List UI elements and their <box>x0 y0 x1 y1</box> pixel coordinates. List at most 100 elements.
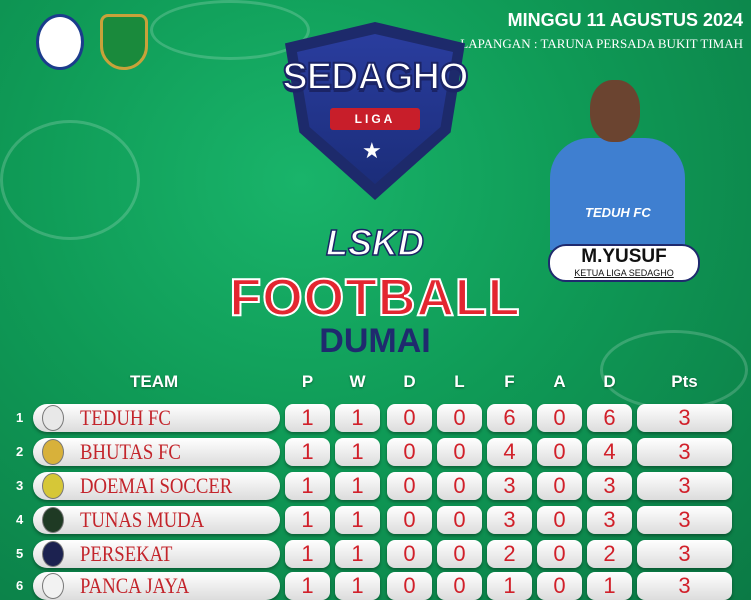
rank: 4 <box>16 512 24 527</box>
featured-role: KETUA LIGA SEDAGHO <box>574 268 674 278</box>
table-row: 5 PERSEKAT 1 1 0 0 2 0 2 3 <box>0 540 740 568</box>
stat-p: 1 <box>285 540 330 568</box>
table-row: 2 BHUTAS FC 1 1 0 0 4 0 4 3 <box>0 438 740 466</box>
stat-l: 0 <box>437 540 482 568</box>
stat-d: 0 <box>387 472 432 500</box>
team-logo-icon <box>42 439 64 465</box>
stat-l: 0 <box>437 438 482 466</box>
stat-d: 0 <box>387 506 432 534</box>
stat-f: 3 <box>487 506 532 534</box>
decor-wave <box>0 120 140 240</box>
column-header-f: F <box>504 372 515 391</box>
team-logo-icon <box>42 507 64 533</box>
league-logo-name: SEDAGHO <box>281 55 469 99</box>
rank: 3 <box>16 478 24 493</box>
stat-d: 1 <box>587 572 632 600</box>
stat-pts: 3 <box>637 438 732 466</box>
stat-pts: 3 <box>637 572 732 600</box>
rank: 1 <box>16 410 24 425</box>
rank: 6 <box>16 578 24 593</box>
stat-f: 6 <box>487 404 532 432</box>
match-venue: LAPANGAN : TARUNA PERSADA BUKIT TIMAH <box>460 36 743 51</box>
column-header-l: L <box>454 372 465 391</box>
team-pill <box>33 438 280 466</box>
team-name: PANCA JAYA <box>80 573 190 598</box>
team-pill <box>33 404 280 432</box>
pssi-emblem <box>36 14 84 70</box>
title-lskd: LSKD <box>325 221 425 264</box>
league-logo-sub: LIGA <box>330 108 420 130</box>
player-head <box>590 80 640 142</box>
team-name: BHUTAS FC <box>80 439 181 464</box>
stat-d: 3 <box>587 472 632 500</box>
jersey-text: TEDUH FC <box>585 205 651 220</box>
stat-a: 0 <box>537 472 582 500</box>
match-date: MINGGU 11 AGUSTUS 2024 <box>507 10 743 30</box>
stat-d: 0 <box>387 404 432 432</box>
column-header-pts: Pts <box>671 372 698 391</box>
stat-d: 0 <box>387 572 432 600</box>
team-logo-icon <box>42 573 64 599</box>
team-name: TUNAS MUDA <box>80 507 205 532</box>
stat-pts: 3 <box>637 472 732 500</box>
column-header-team: TEAM <box>130 372 179 391</box>
title-dumai: DUMAI <box>319 322 431 360</box>
stat-f: 2 <box>487 540 532 568</box>
stat-pts: 3 <box>637 404 732 432</box>
stat-d: 0 <box>387 540 432 568</box>
player-jersey <box>550 138 685 250</box>
stat-l: 0 <box>437 472 482 500</box>
team-pill <box>33 506 280 534</box>
featured-name: M.YUSUF <box>581 246 667 267</box>
stat-w: 1 <box>335 506 380 534</box>
table-row: 6 PANCA JAYA 1 1 0 0 1 0 1 3 <box>0 572 740 600</box>
decor-wave <box>600 330 748 410</box>
team-pill <box>33 472 280 500</box>
stat-a: 0 <box>537 404 582 432</box>
stat-l: 0 <box>437 506 482 534</box>
stat-d: 2 <box>587 540 632 568</box>
team-pill <box>33 572 280 600</box>
stat-p: 1 <box>285 438 330 466</box>
table-row: 4 TUNAS MUDA 1 1 0 0 3 0 3 3 <box>0 506 740 534</box>
stat-a: 0 <box>537 540 582 568</box>
team-name: DOEMAI SOCCER <box>80 473 233 498</box>
decor-wave <box>150 0 310 60</box>
stat-d: 0 <box>387 438 432 466</box>
team-name: TEDUH FC <box>80 405 171 430</box>
table-row: 1 TEDUH FC 1 1 0 0 6 0 6 3 <box>0 404 740 432</box>
stat-l: 0 <box>437 572 482 600</box>
stat-p: 1 <box>285 472 330 500</box>
stat-w: 1 <box>335 404 380 432</box>
team-logo-icon <box>42 405 64 431</box>
rank: 2 <box>16 444 24 459</box>
stat-pts: 3 <box>637 506 732 534</box>
column-header-d: D <box>603 372 616 391</box>
rank: 5 <box>16 546 24 561</box>
stat-p: 1 <box>285 506 330 534</box>
stat-f: 1 <box>487 572 532 600</box>
stat-p: 1 <box>285 404 330 432</box>
column-header-a: A <box>553 372 566 391</box>
stat-a: 0 <box>537 506 582 534</box>
stat-w: 1 <box>335 572 380 600</box>
stat-a: 0 <box>537 438 582 466</box>
title-football: FOOTBALL <box>228 268 521 328</box>
stat-w: 1 <box>335 438 380 466</box>
star-icon: ★ <box>362 138 382 163</box>
stat-f: 3 <box>487 472 532 500</box>
team-name: PERSEKAT <box>80 541 173 566</box>
column-header-w: W <box>349 372 366 391</box>
stat-a: 0 <box>537 572 582 600</box>
city-emblem <box>100 14 148 70</box>
stat-l: 0 <box>437 404 482 432</box>
stat-d: 4 <box>587 438 632 466</box>
featured-nameplate: M.YUSUF KETUA LIGA SEDAGHO <box>548 244 700 282</box>
team-logo-icon <box>42 473 64 499</box>
stat-f: 4 <box>487 438 532 466</box>
stat-w: 1 <box>335 540 380 568</box>
stat-w: 1 <box>335 472 380 500</box>
stat-d: 6 <box>587 404 632 432</box>
stat-d: 3 <box>587 506 632 534</box>
column-header-p: P <box>301 372 314 391</box>
